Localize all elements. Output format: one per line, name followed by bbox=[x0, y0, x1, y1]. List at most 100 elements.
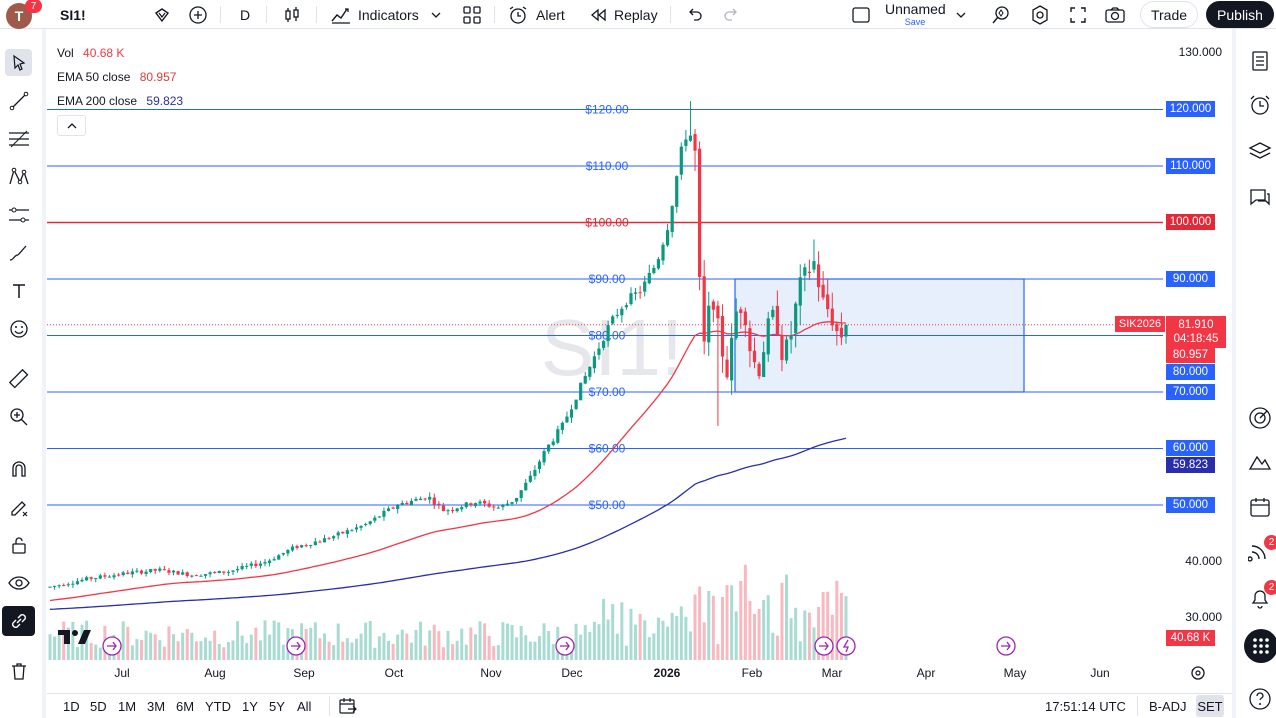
templates-icon[interactable] bbox=[462, 0, 482, 29]
fib-retracement-icon[interactable] bbox=[5, 125, 32, 152]
calendar-icon[interactable] bbox=[1246, 493, 1274, 521]
watchlist-icon[interactable] bbox=[1246, 47, 1274, 75]
candle-body bbox=[583, 376, 587, 384]
bell-icon[interactable] bbox=[1246, 584, 1274, 612]
stream-icon[interactable] bbox=[1246, 538, 1274, 566]
candle-body bbox=[505, 503, 510, 506]
volume-bar bbox=[725, 585, 729, 660]
trade-button[interactable]: Trade bbox=[1140, 1, 1198, 28]
horizontal-levels[interactable]: $120.00$110.00$100.00$90.00$80.00$70.00$… bbox=[47, 103, 1163, 513]
volume-bar bbox=[396, 634, 400, 660]
range-6m[interactable]: 6M bbox=[176, 699, 195, 714]
tradingview-logo[interactable] bbox=[58, 628, 92, 651]
publish-button[interactable]: Publish bbox=[1206, 1, 1274, 28]
alert-button[interactable]: Alert bbox=[508, 0, 565, 29]
range-1y[interactable]: 1Y bbox=[242, 699, 258, 714]
settings-gear-icon[interactable] bbox=[1030, 0, 1050, 29]
volume-bar bbox=[350, 642, 354, 660]
symbol-search[interactable]: SI1! bbox=[48, 0, 178, 29]
legend-collapse-button[interactable] bbox=[57, 115, 86, 136]
candle-body bbox=[295, 545, 299, 549]
candles-icon[interactable] bbox=[282, 0, 302, 29]
volume-bar bbox=[844, 596, 848, 660]
link-icon[interactable] bbox=[2, 606, 35, 636]
range-1m[interactable]: 1M bbox=[118, 699, 137, 714]
alerts-clock-icon[interactable] bbox=[1246, 91, 1274, 119]
emoji-icon[interactable] bbox=[5, 315, 32, 342]
candle-body bbox=[565, 416, 569, 423]
chat-icon[interactable] bbox=[1246, 184, 1274, 212]
chevron-down-icon[interactable] bbox=[954, 0, 968, 29]
candle-body bbox=[364, 524, 368, 526]
trend-line-icon[interactable] bbox=[5, 87, 32, 114]
zoom-in-icon[interactable] bbox=[5, 403, 32, 430]
trash-icon[interactable] bbox=[5, 657, 32, 684]
candle-body bbox=[473, 503, 478, 507]
ema-lines bbox=[49, 321, 847, 610]
range-5y[interactable]: 5Y bbox=[269, 699, 285, 714]
magnet-icon[interactable] bbox=[5, 455, 32, 482]
legend-ema200[interactable]: EMA 200 close 59.823 bbox=[57, 94, 183, 108]
quick-search-icon[interactable] bbox=[990, 0, 1012, 29]
ruler-icon[interactable] bbox=[5, 365, 32, 392]
price-chart[interactable]: SI1! $120.00$110.00$100.00$90.00$80.00$7… bbox=[0, 0, 1232, 693]
candle-body bbox=[194, 575, 198, 577]
indicators-button[interactable]: Indicators bbox=[330, 0, 443, 29]
forecasting-icon[interactable] bbox=[5, 201, 32, 228]
legend-volume[interactable]: Vol 40.68 K bbox=[57, 46, 124, 60]
fullscreen-icon[interactable] bbox=[1068, 0, 1088, 29]
compare-symbol-icon[interactable] bbox=[188, 0, 208, 29]
volume-bar bbox=[483, 623, 487, 660]
layout-name[interactable]: Unnamed Save bbox=[885, 1, 946, 27]
cursor-icon[interactable] bbox=[5, 49, 32, 76]
layout-checkbox-icon[interactable] bbox=[851, 0, 871, 29]
interval-button[interactable]: D bbox=[240, 0, 250, 29]
symbol-spec-icon[interactable] bbox=[152, 0, 172, 29]
volume-bar bbox=[734, 611, 738, 660]
lightning-icon bbox=[842, 639, 849, 653]
undo-icon[interactable] bbox=[684, 0, 704, 29]
target-icon[interactable] bbox=[1246, 404, 1274, 432]
redo-icon[interactable] bbox=[722, 0, 742, 29]
range-5d[interactable]: 5D bbox=[90, 699, 107, 714]
range-all[interactable]: All bbox=[297, 699, 312, 714]
stay-drawing-icon[interactable] bbox=[5, 493, 32, 520]
volume-bar bbox=[222, 647, 226, 660]
volume-bar bbox=[817, 607, 821, 660]
text-tool-icon[interactable] bbox=[5, 277, 32, 304]
apps-grid-icon[interactable] bbox=[1244, 629, 1276, 663]
pattern-icon[interactable] bbox=[5, 163, 32, 190]
candle-body bbox=[162, 569, 166, 571]
candle-body bbox=[272, 559, 276, 561]
volume-tag: 40.68 K bbox=[1166, 630, 1215, 646]
utc-clock[interactable]: 17:51:14 UTC bbox=[1045, 699, 1126, 714]
replay-button[interactable]: Replay bbox=[588, 0, 658, 29]
volume-bar bbox=[437, 631, 441, 660]
range-ytd[interactable]: YTD bbox=[205, 699, 231, 714]
legend-ema50[interactable]: EMA 50 close 80.957 bbox=[57, 70, 176, 84]
range-3m[interactable]: 3M bbox=[147, 699, 166, 714]
eye-icon[interactable] bbox=[5, 569, 32, 596]
backadjust-toggle[interactable]: B-ADJ bbox=[1149, 699, 1187, 714]
chart-pattern-icon[interactable] bbox=[1246, 448, 1274, 476]
go-to-date-icon[interactable] bbox=[338, 697, 358, 718]
settlement-toggle[interactable]: SET bbox=[1196, 695, 1224, 717]
candle-body bbox=[675, 176, 679, 207]
timezone-settings-icon[interactable] bbox=[1190, 665, 1206, 686]
volume-bar bbox=[780, 582, 784, 660]
volume-bar bbox=[702, 622, 706, 660]
candle-body bbox=[716, 305, 720, 319]
layers-icon[interactable] bbox=[1246, 137, 1274, 165]
camera-icon[interactable] bbox=[1104, 0, 1126, 29]
volume-bar bbox=[803, 610, 807, 660]
help-icon[interactable] bbox=[1246, 685, 1274, 713]
brush-icon[interactable] bbox=[5, 239, 32, 266]
volume-bar bbox=[537, 636, 541, 660]
events-markers[interactable] bbox=[102, 636, 1016, 656]
lock-icon[interactable] bbox=[5, 531, 32, 558]
level-label-90: $90.00 bbox=[589, 272, 626, 286]
candle-body bbox=[487, 503, 491, 507]
volume-bar bbox=[281, 644, 285, 660]
candle-body bbox=[167, 570, 171, 573]
range-1d[interactable]: 1D bbox=[63, 699, 80, 714]
